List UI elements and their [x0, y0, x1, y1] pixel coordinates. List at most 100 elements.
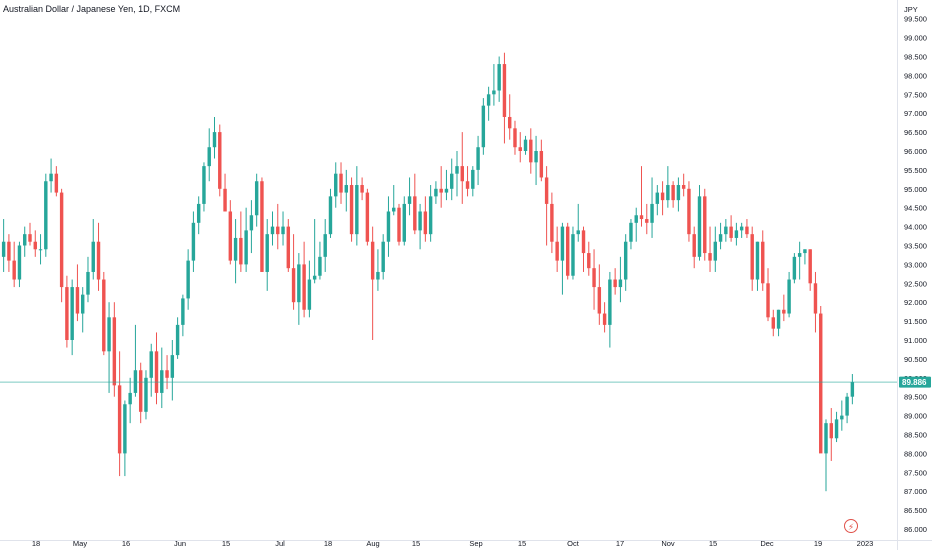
lightning-icon[interactable]: ⚡ — [844, 519, 858, 533]
candle — [555, 226, 559, 272]
candle — [165, 355, 169, 390]
candle — [212, 116, 217, 159]
candle — [49, 158, 53, 193]
candle-body — [7, 241, 11, 261]
candle-body — [365, 192, 370, 242]
candle — [581, 226, 586, 272]
time-axis[interactable]: 18 May 16 Jun 15 Jul 18 Aug 15 Sep 15 Oct 17 Nov 15 Dec… — [32, 539, 874, 548]
candle-body — [787, 279, 791, 314]
candle-body — [666, 185, 670, 201]
candle — [492, 64, 496, 106]
candle-body — [49, 173, 53, 182]
candle — [54, 166, 59, 197]
time-tick-label: 15 — [709, 539, 717, 548]
price-tick-label: 95.000 — [904, 185, 927, 194]
candle — [739, 222, 744, 238]
candle — [218, 124, 222, 197]
candle — [439, 166, 443, 208]
candle — [724, 219, 728, 242]
candle-body — [492, 90, 496, 95]
candle-body — [565, 226, 570, 276]
candle-body — [576, 230, 580, 235]
candle-body — [703, 196, 707, 254]
candle-body — [797, 253, 802, 257]
candle-body — [460, 166, 464, 182]
candle — [276, 203, 280, 250]
candle-body — [402, 203, 406, 242]
candle — [33, 230, 37, 257]
price-tick-label: 93.000 — [904, 260, 927, 269]
candle — [328, 188, 333, 238]
candle — [486, 86, 491, 121]
candle — [729, 215, 733, 242]
candle — [634, 207, 638, 242]
price-tick-label: 97.000 — [904, 109, 927, 118]
candle-body — [444, 188, 449, 193]
candle — [117, 351, 122, 477]
chart-title: Australian Dollar / Japanese Yen, 1D, FX… — [3, 4, 181, 14]
candle-body — [70, 287, 74, 340]
candle — [407, 177, 412, 216]
candle-body — [581, 230, 586, 254]
candle — [813, 271, 818, 333]
candle — [513, 120, 517, 155]
candle-body — [608, 279, 612, 325]
candle — [160, 347, 164, 409]
candle — [692, 226, 696, 269]
candle-body — [560, 226, 565, 261]
candle-body — [671, 185, 675, 201]
price-tick-label: 97.500 — [904, 90, 927, 99]
candle-body — [439, 188, 443, 193]
candle-body — [260, 181, 264, 272]
candle-body — [112, 317, 117, 386]
price-tick-label: 96.000 — [904, 147, 927, 156]
candle — [587, 241, 591, 276]
candle — [597, 264, 602, 325]
candle-body — [471, 169, 475, 189]
candle — [718, 222, 723, 250]
candle-body — [523, 139, 528, 151]
candle — [91, 219, 95, 280]
candle — [181, 294, 185, 337]
candle — [112, 302, 117, 397]
candle-body — [196, 203, 201, 223]
price-tick-label: 99.500 — [904, 15, 927, 24]
candle — [687, 181, 691, 242]
candle-body — [771, 317, 776, 329]
candle — [703, 188, 707, 261]
price-tick-label: 92.000 — [904, 298, 927, 307]
price-tick-label: 90.500 — [904, 355, 927, 364]
candle — [697, 185, 702, 261]
candle — [249, 200, 254, 254]
candle-body — [91, 241, 95, 272]
candle — [734, 222, 739, 246]
candle — [592, 249, 596, 310]
price-tick-label: 99.000 — [904, 34, 927, 43]
time-tick-label: Oct — [567, 539, 580, 548]
candle-body — [218, 132, 222, 189]
candle — [381, 234, 385, 280]
candle-body — [502, 64, 507, 117]
candle — [191, 211, 196, 272]
candle-body — [803, 249, 807, 254]
candle — [297, 253, 301, 325]
candle-body — [423, 211, 428, 235]
candle-body — [75, 287, 80, 314]
candle-body — [170, 355, 175, 378]
candle — [761, 230, 765, 291]
price-tick-label: 92.500 — [904, 279, 927, 288]
candle — [792, 253, 797, 284]
price-axis[interactable]: 86.000 86.500 87.000 87.500 88.000 88.500 89.0… — [904, 15, 927, 534]
candle — [244, 207, 248, 272]
candle — [613, 268, 617, 295]
candle-body — [708, 253, 712, 261]
price-tick-label: 91.500 — [904, 317, 927, 326]
candle — [270, 211, 275, 246]
candle — [850, 374, 855, 405]
candle-body — [465, 181, 470, 189]
candle — [1, 219, 6, 272]
candle-body — [297, 264, 301, 303]
candle-body — [829, 423, 833, 439]
